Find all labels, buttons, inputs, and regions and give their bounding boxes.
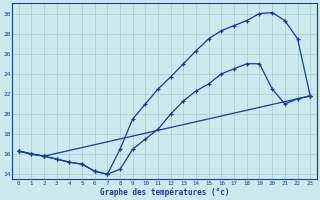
X-axis label: Graphe des températures (°c): Graphe des températures (°c) (100, 187, 229, 197)
